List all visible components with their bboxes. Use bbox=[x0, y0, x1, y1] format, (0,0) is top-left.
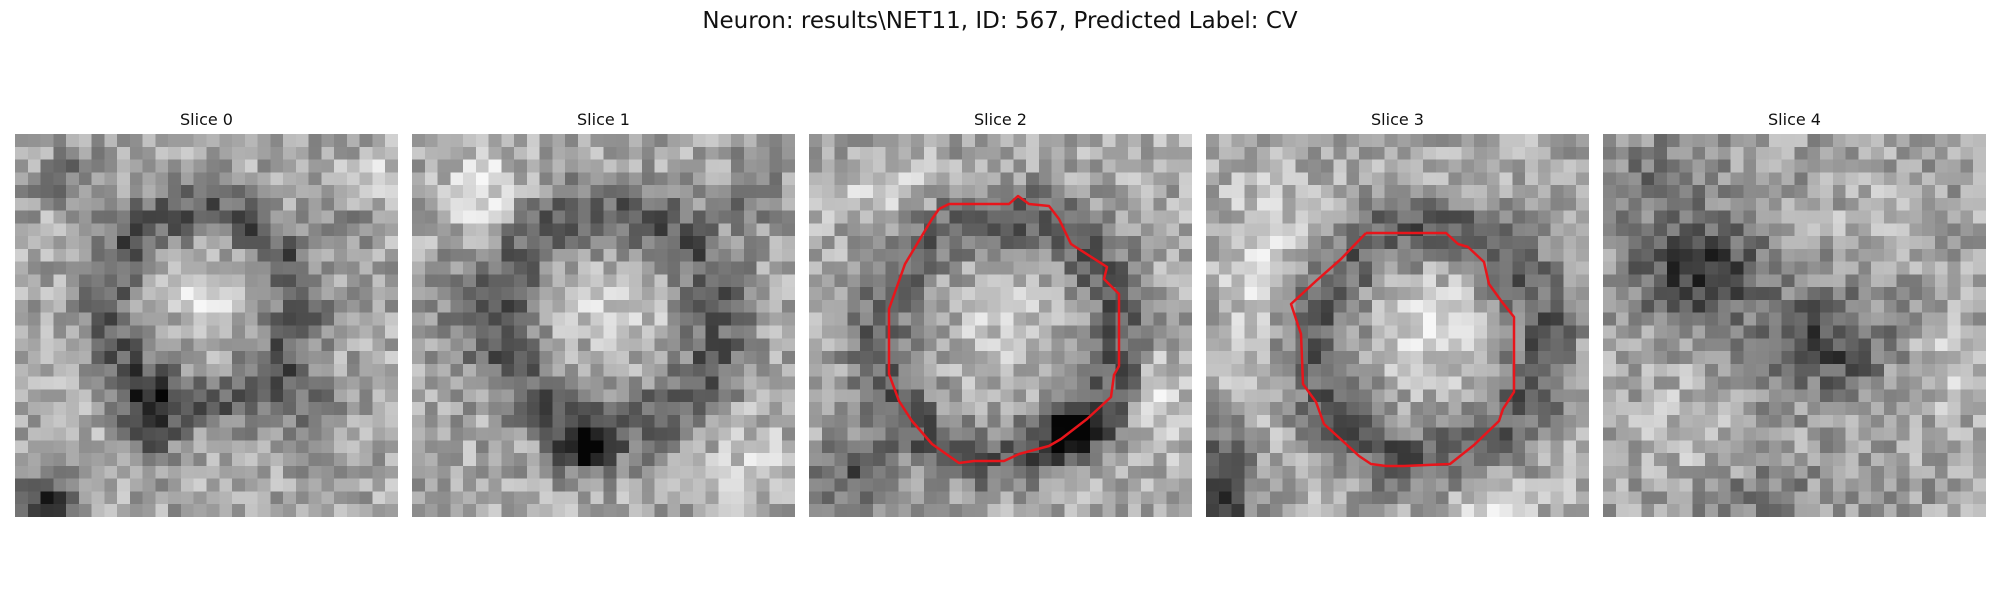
slice-0-pixels bbox=[15, 134, 398, 517]
slice-3-pixels bbox=[1206, 134, 1589, 517]
slice-title-1: Slice 1 bbox=[577, 110, 630, 129]
cell-contour-outline bbox=[1289, 231, 1516, 468]
slice-panel-4: Slice 4 bbox=[1603, 108, 1986, 517]
cell-contour-outline bbox=[887, 194, 1121, 465]
slice-title-0: Slice 0 bbox=[180, 110, 233, 129]
slice-title-3: Slice 3 bbox=[1371, 110, 1424, 129]
slice-4-pixels bbox=[1603, 134, 1986, 517]
slice-panel-0: Slice 0 bbox=[15, 108, 398, 517]
slice-panel-2: Slice 2 bbox=[809, 108, 1192, 517]
figure-title: Neuron: results\NET11, ID: 567, Predicte… bbox=[702, 8, 1298, 34]
slice-image-4 bbox=[1603, 134, 1986, 517]
slice-2-pixels bbox=[809, 134, 1192, 517]
slice-panel-3: Slice 3 bbox=[1206, 108, 1589, 517]
slice-panel-1: Slice 1 bbox=[412, 108, 795, 517]
slice-image-3 bbox=[1206, 134, 1589, 517]
slice-title-4: Slice 4 bbox=[1768, 110, 1821, 129]
slice-3-contour bbox=[1289, 231, 1516, 468]
slice-image-2 bbox=[809, 134, 1192, 517]
slice-1-pixels bbox=[412, 134, 795, 517]
slice-image-1 bbox=[412, 134, 795, 517]
slice-2-contour bbox=[887, 194, 1121, 465]
slice-title-2: Slice 2 bbox=[974, 110, 1027, 129]
slice-image-0 bbox=[15, 134, 398, 517]
